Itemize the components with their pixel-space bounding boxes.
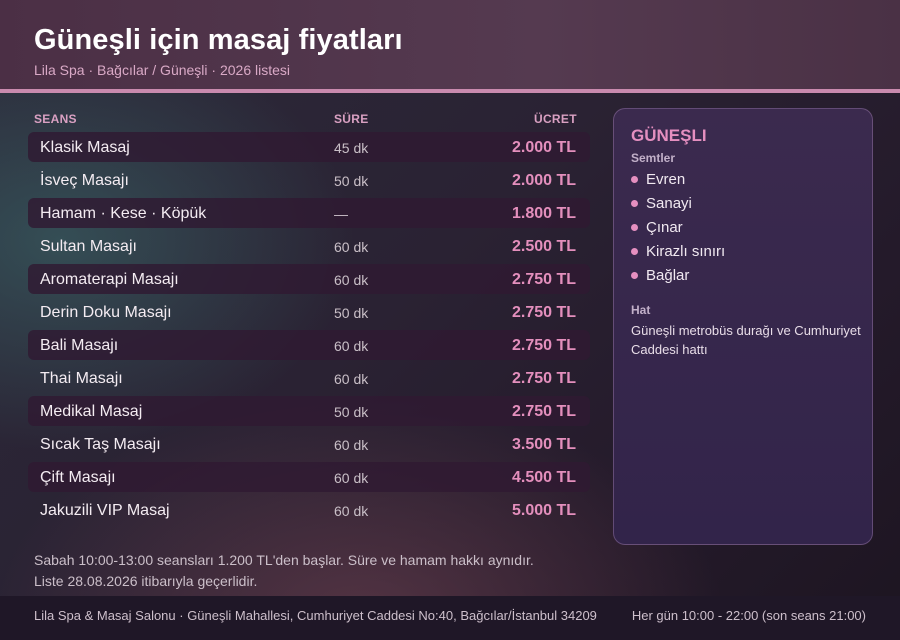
validity-note: Liste 28.08.2026 itibarıyla geçerlidir. — [34, 573, 258, 589]
column-header-session: SEANS — [34, 112, 77, 126]
session-price: 2.750 TL — [511, 271, 576, 288]
district-name: Sanayi — [646, 195, 692, 212]
district-panel: GÜNEŞLI Semtler Evren Sanayi Çınar Kiraz… — [613, 108, 873, 545]
bullet-icon — [631, 223, 638, 231]
district-name: Bağlar — [646, 267, 690, 284]
session-price: 2.000 TL — [511, 139, 576, 156]
session-price: 5.000 TL — [511, 502, 576, 519]
session-price: 2.750 TL — [511, 337, 576, 354]
session-name: Hamam · Kese · Köpük — [40, 205, 207, 222]
footer-hours: Her gün 10:00 - 22:00 (son seans 21:00) — [631, 608, 866, 623]
table-row: Jakuzili VIP Masaj 60 dk 5.000 TL — [28, 495, 590, 525]
session-name: Sultan Masajı — [40, 238, 137, 255]
session-name: Jakuzili VIP Masaj — [40, 502, 170, 519]
session-name: Sıcak Taş Masajı — [40, 436, 161, 453]
districts-label: Semtler — [631, 151, 676, 165]
district-name: Çınar — [646, 219, 683, 236]
session-name: Çift Masajı — [40, 469, 116, 486]
table-row: İsveç Masajı 50 dk 2.000 TL — [28, 165, 590, 195]
table-row: Thai Masajı 60 dk 2.750 TL — [28, 363, 590, 393]
table-row: Derin Doku Masajı 50 dk 2.750 TL — [28, 297, 590, 327]
pricing-note: Sabah 10:00-13:00 seansları 1.200 TL'den… — [34, 552, 534, 568]
session-price: 2.750 TL — [511, 403, 576, 420]
bullet-icon — [631, 247, 638, 255]
column-header-duration: SÜRE — [334, 112, 369, 126]
panel-title: GÜNEŞLI — [631, 126, 707, 145]
table-row: Sultan Masajı 60 dk 2.500 TL — [28, 231, 590, 261]
district-name: Kirazlı sınırı — [646, 243, 726, 260]
page-header: Güneşli için masaj fiyatları Lila Spa · … — [0, 0, 900, 90]
bullet-icon — [631, 175, 638, 183]
session-duration: 50 dk — [334, 305, 369, 321]
column-header-price: ÜCRET — [534, 112, 577, 126]
session-name: İsveç Masajı — [40, 172, 129, 189]
session-duration: 50 dk — [334, 173, 369, 189]
session-price: 2.750 TL — [511, 370, 576, 387]
session-price: 3.500 TL — [511, 436, 576, 453]
district-item: Kirazlı sınırı — [631, 243, 725, 260]
session-duration: 60 dk — [334, 470, 369, 486]
session-duration: 60 dk — [334, 239, 369, 255]
session-name: Aromaterapi Masajı — [40, 271, 179, 288]
page-footer: Lila Spa & Masaj Salonu · Güneşli Mahall… — [0, 596, 900, 640]
session-duration: 45 dk — [334, 140, 369, 156]
session-duration: 60 dk — [334, 272, 369, 288]
session-price: 2.000 TL — [511, 172, 576, 189]
footer-address: Lila Spa & Masaj Salonu · Güneşli Mahall… — [34, 608, 597, 623]
header-divider — [0, 89, 900, 93]
session-duration: 60 dk — [334, 371, 369, 387]
session-name: Medikal Masaj — [40, 403, 143, 420]
table-row: Bali Masajı 60 dk 2.750 TL — [28, 330, 590, 360]
table-row: Çift Masajı 60 dk 4.500 TL — [28, 462, 590, 492]
district-item: Sanayi — [631, 195, 692, 212]
price-table: Klasik Masaj 45 dk 2.000 TL İsveç Masajı… — [28, 132, 590, 528]
session-price: 2.500 TL — [511, 238, 576, 255]
table-row: Sıcak Taş Masajı 60 dk 3.500 TL — [28, 429, 590, 459]
page-title: Güneşli için masaj fiyatları — [34, 24, 403, 56]
session-name: Bali Masajı — [40, 337, 119, 354]
session-name: Klasik Masaj — [40, 139, 130, 156]
bullet-icon — [631, 271, 638, 279]
session-duration: 50 dk — [334, 404, 369, 420]
bullet-icon — [631, 199, 638, 207]
route-text: Güneşli metrobüs durağı ve Cumhuriyet Ca… — [631, 323, 861, 357]
district-name: Evren — [646, 171, 686, 188]
session-price: 2.750 TL — [511, 304, 576, 321]
session-duration: 60 dk — [334, 338, 369, 354]
page-subtitle: Lila Spa · Bağcılar / Güneşli · 2026 lis… — [34, 62, 291, 78]
district-item: Evren — [631, 171, 685, 188]
session-duration: 60 dk — [334, 437, 369, 453]
session-name: Derin Doku Masajı — [40, 304, 172, 321]
route-label: Hat — [631, 303, 651, 317]
table-row: Medikal Masaj 50 dk 2.750 TL — [28, 396, 590, 426]
session-duration: 60 dk — [334, 503, 369, 519]
district-item: Çınar — [631, 219, 683, 236]
session-name: Thai Masajı — [40, 370, 123, 387]
session-duration: — — [334, 206, 348, 222]
table-row: Hamam · Kese · Köpük — 1.800 TL — [28, 198, 590, 228]
session-price: 4.500 TL — [511, 469, 576, 486]
table-row: Klasik Masaj 45 dk 2.000 TL — [28, 132, 590, 162]
table-row: Aromaterapi Masajı 60 dk 2.750 TL — [28, 264, 590, 294]
session-price: 1.800 TL — [511, 205, 576, 222]
district-item: Bağlar — [631, 267, 689, 284]
